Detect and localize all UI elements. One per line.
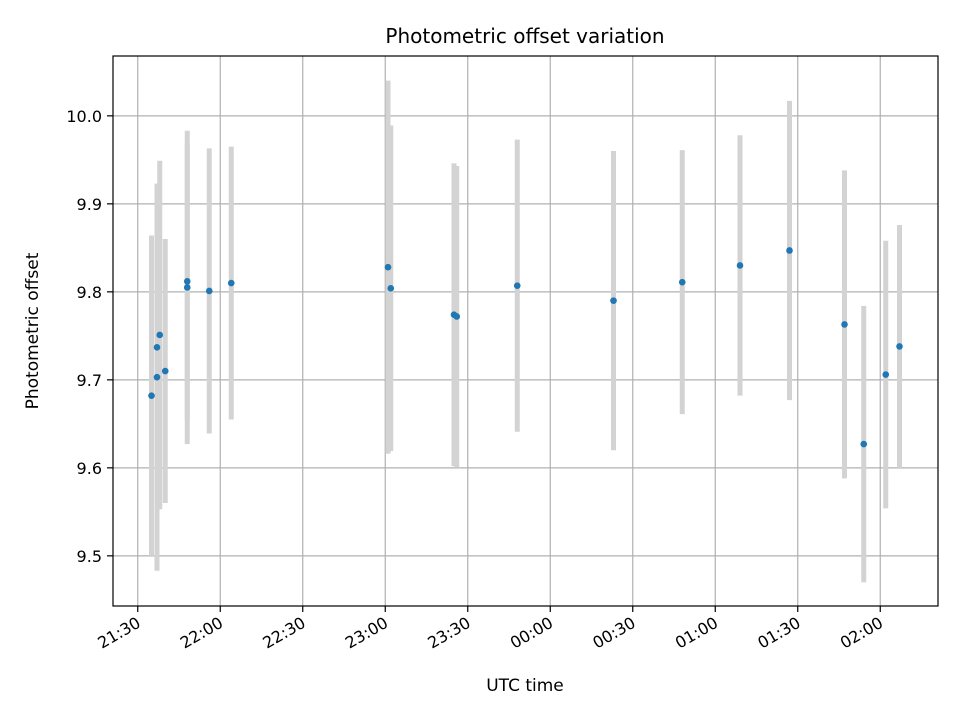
data-point [183, 277, 191, 285]
data-point [786, 247, 793, 254]
data-point [882, 371, 890, 378]
data-point [148, 392, 155, 399]
data-point [678, 278, 686, 286]
y-tick-label: 9.8 [77, 283, 102, 302]
data-point [183, 284, 191, 291]
y-tick-label: 9.6 [77, 459, 102, 478]
y-axis-title: Photometric offset [23, 252, 43, 409]
data-point [384, 263, 392, 271]
data-points [148, 247, 903, 448]
data-point [513, 282, 521, 289]
y-tick-label: 9.7 [77, 371, 102, 390]
plot-frame [112, 55, 939, 607]
grid [113, 56, 938, 606]
data-point [453, 313, 461, 320]
data-point [387, 285, 395, 292]
x-axis-title: UTC time [486, 676, 564, 696]
data-point [153, 343, 161, 351]
data-point [156, 331, 164, 339]
data-point [841, 321, 848, 328]
data-point [227, 279, 235, 287]
data-point [736, 262, 744, 269]
data-point [610, 297, 617, 304]
data-point [860, 440, 868, 448]
data-point [153, 373, 161, 381]
data-point [896, 343, 903, 350]
data-point [205, 287, 213, 295]
y-tick-label: 9.5 [77, 547, 102, 566]
data-point [161, 367, 169, 375]
chart-title: Photometric offset variation [385, 24, 664, 48]
y-tick-label: 9.9 [77, 195, 102, 214]
y-tick-label: 10.0 [66, 107, 102, 126]
